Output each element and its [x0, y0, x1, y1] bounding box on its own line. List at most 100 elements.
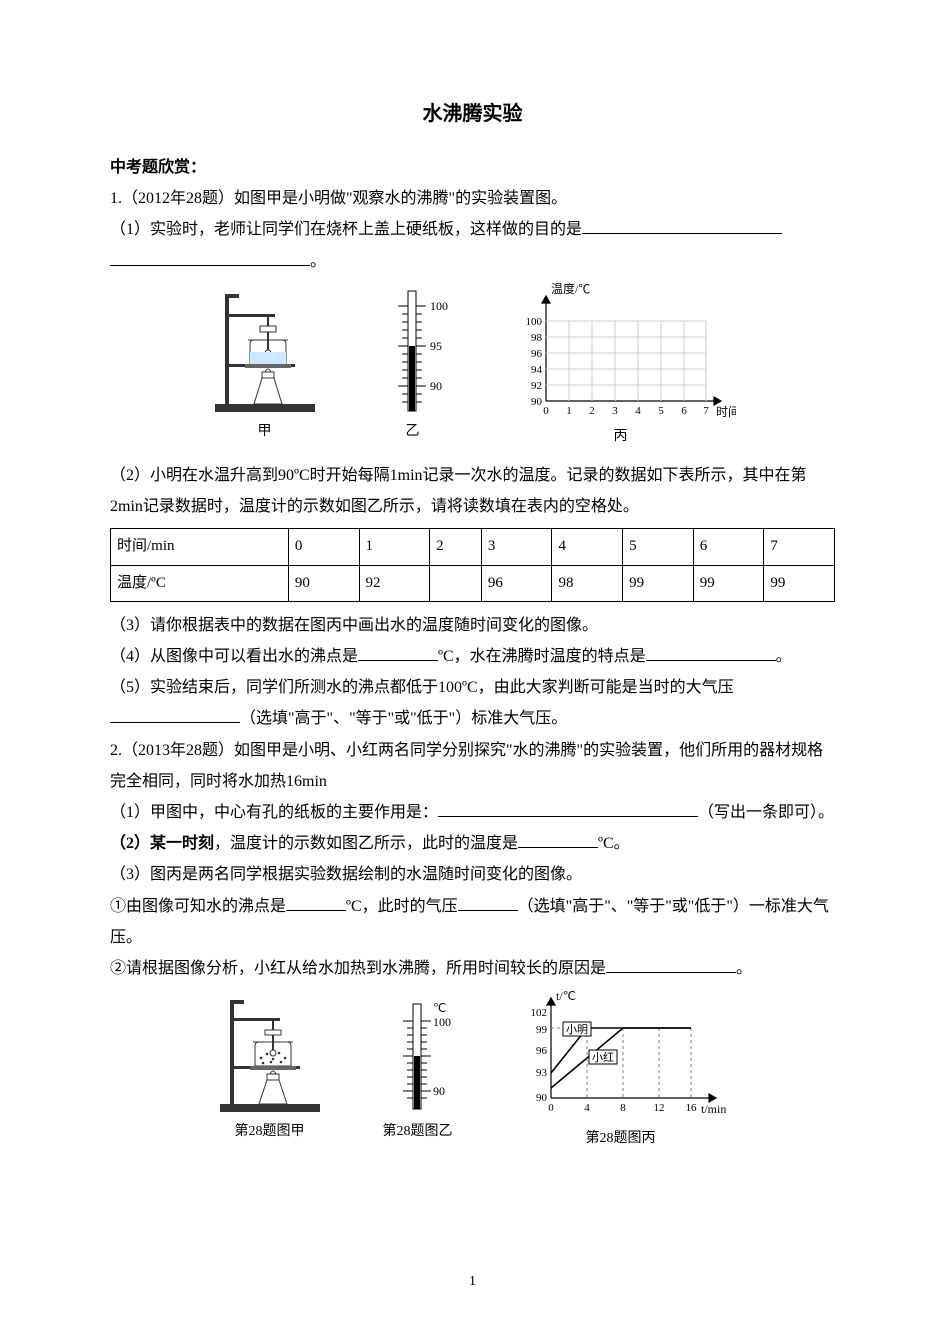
table-cell: 96 — [481, 565, 552, 601]
therm-label: 100 — [430, 299, 448, 313]
table-cell: 6 — [693, 529, 764, 565]
q2-part2: （2）某一时刻，温度计的示数如图乙所示，此时的温度是ºC。 — [110, 828, 835, 859]
blank — [582, 217, 782, 234]
table-cell: 7 — [764, 529, 835, 565]
q2-p1b: （写出一条即可）。 — [698, 804, 834, 821]
q2-p2-rest: ，温度计的示数如图乙所示，此时的温度是 — [214, 835, 518, 852]
table-cell — [430, 565, 482, 601]
q2-p2b: ºC。 — [598, 835, 630, 852]
table-cell: 99 — [623, 565, 694, 601]
q1-p1-end: 。 — [310, 253, 326, 270]
table-cell: 5 — [623, 529, 694, 565]
ytick: 98 — [531, 332, 543, 344]
blank — [110, 249, 310, 266]
table-cell: 99 — [764, 565, 835, 601]
q2-fig-c: t/℃ t/min 102 99 96 93 9 — [511, 988, 731, 1152]
ytick: 96 — [536, 1045, 548, 1057]
q1-p4a: （4）从图像中可以看出水的沸点是 — [110, 648, 358, 665]
ylabel: 温度/℃ — [551, 281, 590, 296]
xtick: 7 — [703, 405, 709, 417]
q1-p4c: 。 — [776, 648, 792, 665]
xlabel: t/min — [701, 1102, 726, 1116]
q1-part2: （2）小明在水温升高到90ºC时开始每隔1min记录一次水的温度。记录的数据如下… — [110, 460, 835, 522]
table-cell: 3 — [481, 529, 552, 565]
blank — [518, 831, 598, 848]
xtick: 2 — [589, 405, 595, 417]
temp-time-chart: t/℃ t/min 102 99 96 93 9 — [511, 988, 731, 1123]
q2-figure-row: 第28题图甲 — [110, 988, 835, 1152]
apparatus-icon — [210, 286, 320, 416]
ylabel: t/℃ — [556, 989, 576, 1003]
xtick: 5 — [658, 405, 664, 417]
ytick: 99 — [536, 1024, 548, 1036]
q2-part1: （1）甲图中，中心有孔的纸板的主要作用是：（写出一条即可）。 — [110, 797, 835, 828]
q2-p32a: ②请根据图像分析，小红从给水加热到水沸腾，所用时间较长的原因是 — [110, 960, 606, 977]
ytick: 90 — [536, 1092, 548, 1104]
ytick: 102 — [530, 1007, 547, 1019]
table-cell: 0 — [288, 529, 359, 565]
apparatus-icon — [215, 996, 325, 1116]
table-cell: 99 — [693, 565, 764, 601]
series-label: 小红 — [592, 1051, 614, 1064]
q2-part3: （3）图丙是两名同学根据实验数据绘制的水温随时间变化的图像。 — [110, 859, 835, 890]
table-cell: 2 — [430, 529, 482, 565]
unit: ℃ — [433, 1001, 446, 1015]
table-cell: 1 — [359, 529, 430, 565]
q1-p5a: （5）实验结束后，同学们所测水的沸点都低于100ºC，由此大家判断可能是当时的大… — [110, 679, 734, 696]
q1-data-table: 时间/min 0 1 2 3 4 5 6 7 温度/ºC 90 92 96 98… — [110, 528, 835, 602]
table-row: 时间/min 0 1 2 3 4 5 6 7 — [111, 529, 835, 565]
blank — [286, 894, 346, 911]
blank — [646, 644, 776, 661]
q2-fig-b: ℃ 100 90 第28题图乙 — [373, 996, 463, 1145]
q1-part4: （4）从图像中可以看出水的沸点是 ºC，水在沸腾时温度的特点是 。 — [110, 641, 835, 672]
table-cell: 90 — [288, 565, 359, 601]
ytick: 94 — [531, 364, 543, 376]
therm-label: 90 — [433, 1084, 445, 1098]
ytick: 93 — [536, 1067, 548, 1079]
blank — [458, 894, 518, 911]
blank — [438, 800, 698, 817]
q1-fig-b-caption: 乙 — [406, 418, 420, 445]
q1-stem: 1.（2012年28题）如图甲是小明做"观察水的沸腾"的实验装置图。 — [110, 183, 835, 214]
q2-fig-b-caption: 第28题图乙 — [383, 1118, 453, 1145]
xtick: 0 — [543, 405, 549, 417]
ytick: 90 — [531, 396, 543, 408]
table-row: 温度/ºC 90 92 96 98 99 99 99 — [111, 565, 835, 601]
q1-figure-row: 甲 — [110, 281, 835, 450]
ytick: 92 — [531, 380, 542, 392]
q2-p31a: ①由图像可知水的沸点是 — [110, 898, 286, 915]
q1-fig-c-caption: 丙 — [614, 423, 628, 450]
page: 水沸腾实验 中考题欣赏： 1.（2012年28题）如图甲是小明做"观察水的沸腾"… — [0, 0, 945, 1335]
q2-stem: 2.（2013年28题）如图甲是小明、小红两名同学分别探究"水的沸腾"的实验装置… — [110, 735, 835, 797]
table-cell: 92 — [359, 565, 430, 601]
q2-fig-a-caption: 第28题图甲 — [235, 1118, 305, 1145]
page-number: 1 — [0, 1268, 945, 1295]
ytick: 100 — [525, 316, 542, 328]
q1-part5: （5）实验结束后，同学们所测水的沸点都低于100ºC，由此大家判断可能是当时的大… — [110, 672, 835, 734]
table-cell: 98 — [552, 565, 623, 601]
q1-fig-a-caption: 甲 — [258, 418, 272, 445]
xtick: 12 — [653, 1102, 664, 1114]
therm-label: 95 — [430, 339, 442, 353]
xtick: 4 — [635, 405, 641, 417]
q1-part3: （3）请你根据表中的数据在图丙中画出水的温度随时间变化的图像。 — [110, 610, 835, 641]
xtick: 6 — [681, 405, 687, 417]
therm-label: 90 — [430, 379, 442, 393]
xtick: 0 — [548, 1102, 554, 1114]
temp-time-chart: 温度/℃ — [506, 281, 736, 421]
xtick: 16 — [685, 1102, 697, 1114]
q1-part1-tail: 。 — [110, 246, 835, 277]
q1-p5b: （选填"高于"、"等于"或"低于"）标准大气压。 — [240, 710, 567, 727]
q2-p31b: ºC，此时的气压 — [346, 898, 458, 915]
table-cell: 4 — [552, 529, 623, 565]
xtick: 3 — [612, 405, 618, 417]
ytick: 96 — [531, 348, 543, 360]
q2-part3-1: ①由图像可知水的沸点是ºC，此时的气压（选填"高于"、"等于"或"低于"）一标准… — [110, 891, 835, 953]
q1-p4b: ºC，水在沸腾时温度的特点是 — [438, 648, 646, 665]
xtick: 1 — [566, 405, 572, 417]
section-subhead: 中考题欣赏： — [110, 152, 835, 183]
table-head: 时间/min — [111, 529, 289, 565]
thermometer-icon: 100 95 90 — [368, 286, 458, 416]
series-label: 小明 — [566, 1023, 588, 1036]
page-title: 水沸腾实验 — [110, 95, 835, 134]
